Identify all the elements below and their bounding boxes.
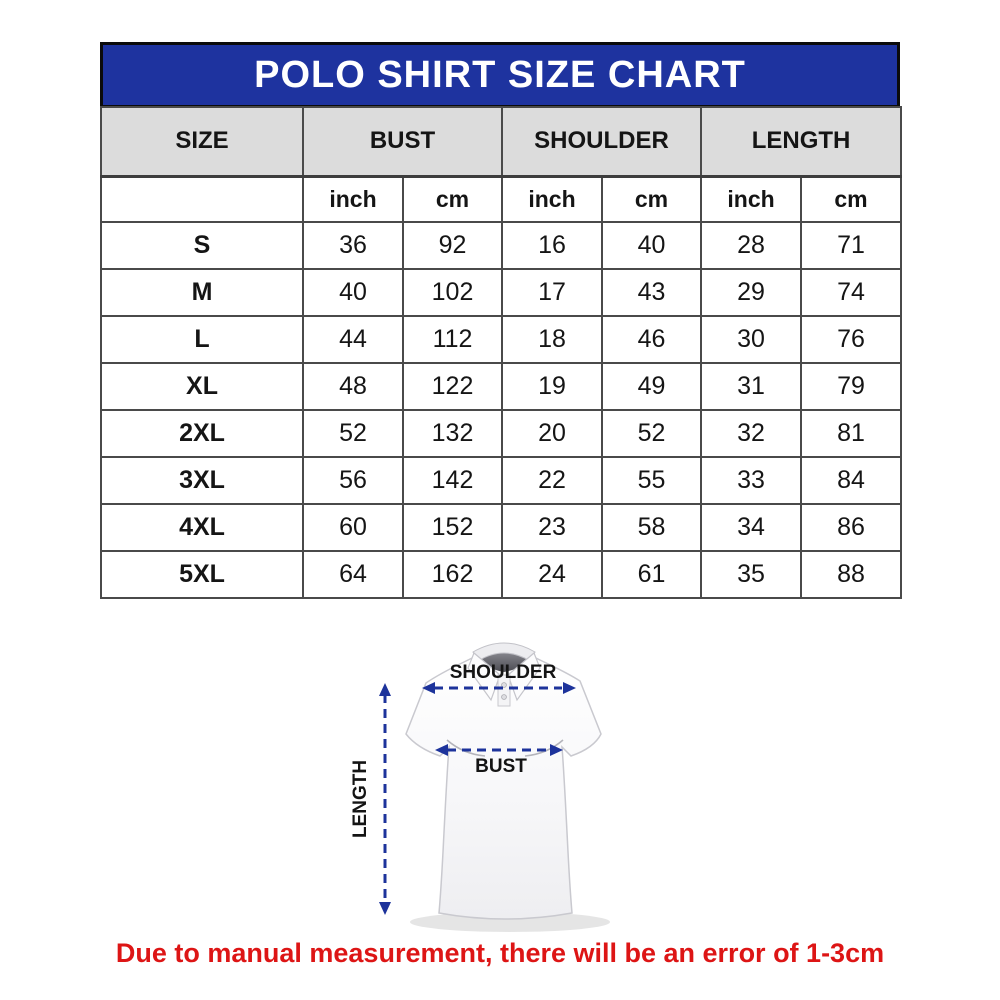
- measurement-cell: 52: [600, 409, 703, 458]
- measurement-cell: 92: [402, 221, 503, 270]
- page-title: POLO SHIRT SIZE CHART: [254, 53, 746, 96]
- size-label-cell: S: [100, 221, 304, 270]
- shoulder-arrow: [422, 682, 576, 694]
- measurement-cell: 71: [800, 221, 903, 270]
- shirt-shadow: [410, 912, 610, 932]
- measurement-cell: 55: [600, 456, 703, 505]
- measurement-cell: 162: [402, 550, 503, 599]
- measurement-cell: 18: [501, 315, 603, 364]
- column-header-bust: BUST: [302, 106, 503, 178]
- length-arrow: [379, 683, 391, 915]
- measurement-cell: 112: [402, 315, 503, 364]
- size-table-body: S 36 92 16 40 28 71 M 40 102 17 43 29 74 L 44 112 18 46 30 7…: [100, 221, 903, 599]
- size-label-cell: L: [100, 315, 304, 364]
- measurement-cell: 86: [800, 503, 903, 552]
- unit-header-shoulder-inch: inch: [501, 175, 603, 223]
- measurement-cell: 132: [402, 409, 503, 458]
- shirt-collar-left-flap: [467, 652, 501, 702]
- table-row: 3XL 56 142 22 55 33 84: [100, 456, 903, 505]
- unit-header-row: inch cm inch cm inch cm: [100, 175, 903, 223]
- measurement-cell: 58: [600, 503, 703, 552]
- size-label-cell: 3XL: [100, 456, 304, 505]
- unit-header-empty: [100, 175, 304, 223]
- table-row: 4XL 60 152 23 58 34 86: [100, 503, 903, 552]
- size-label-cell: 4XL: [100, 503, 304, 552]
- group-header-row: SIZE BUST SHOULDER LENGTH: [100, 106, 903, 178]
- table-row: M 40 102 17 43 29 74: [100, 268, 903, 317]
- measurement-cell: 56: [302, 456, 404, 505]
- table-row: 2XL 52 132 20 52 32 81: [100, 409, 903, 458]
- measurement-cell: 40: [302, 268, 404, 317]
- column-header-size: SIZE: [100, 106, 304, 178]
- size-label-cell: 5XL: [100, 550, 304, 599]
- measurement-cell: 46: [600, 315, 703, 364]
- measurement-cell: 19: [501, 362, 603, 411]
- measurement-cell: 36: [302, 221, 404, 270]
- measurement-cell: 76: [800, 315, 903, 364]
- length-label: LENGTH: [350, 760, 371, 838]
- shirt-placket: [497, 674, 511, 707]
- unit-header-shoulder-cm: cm: [600, 175, 703, 223]
- measurement-cell: 88: [800, 550, 903, 599]
- measurement-cell: 16: [501, 221, 603, 270]
- size-label-cell: M: [100, 268, 304, 317]
- measurement-cell: 49: [600, 362, 703, 411]
- measurement-cell: 60: [302, 503, 404, 552]
- measurement-cell: 48: [302, 362, 404, 411]
- table-row: 5XL 64 162 24 61 35 88: [100, 550, 903, 599]
- measurement-cell: 43: [600, 268, 703, 317]
- measurement-cell: 81: [800, 409, 903, 458]
- measurement-cell: 152: [402, 503, 503, 552]
- measurement-cell: 61: [600, 550, 703, 599]
- title-banner: POLO SHIRT SIZE CHART: [100, 42, 900, 108]
- measurement-cell: 102: [402, 268, 503, 317]
- measurement-cell: 74: [800, 268, 903, 317]
- measurement-cell: 30: [700, 315, 803, 364]
- measurement-cell: 44: [302, 315, 404, 364]
- size-label-cell: 2XL: [100, 409, 304, 458]
- measurement-cell: 122: [402, 362, 503, 411]
- size-label-cell: XL: [100, 362, 304, 411]
- table-row: XL 48 122 19 49 31 79: [100, 362, 903, 411]
- measurement-cell: 35: [700, 550, 803, 599]
- shirt-button-top: [501, 682, 507, 688]
- measurement-cell: 20: [501, 409, 603, 458]
- unit-header-bust-inch: inch: [302, 175, 404, 223]
- measurement-cell: 52: [302, 409, 404, 458]
- measurement-cell: 23: [501, 503, 603, 552]
- measurement-cell: 142: [402, 456, 503, 505]
- measurement-cell: 31: [700, 362, 803, 411]
- column-header-shoulder: SHOULDER: [500, 106, 703, 178]
- measurement-cell: 32: [700, 409, 803, 458]
- measurement-cell: 22: [501, 456, 603, 505]
- measurement-cell: 17: [501, 268, 603, 317]
- polo-shirt-diagram: SHOULDER BUST LENGTH: [350, 642, 610, 932]
- measurement-cell: 24: [501, 550, 603, 599]
- measurement-cell: 34: [700, 503, 803, 552]
- measurement-disclaimer: Due to manual measurement, there will be…: [115, 938, 885, 968]
- shoulder-label: SHOULDER: [450, 662, 557, 683]
- measurement-cell: 40: [600, 221, 703, 270]
- bust-arrow: [435, 744, 563, 756]
- unit-header-length-cm: cm: [800, 175, 903, 223]
- unit-header-length-inch: inch: [700, 175, 803, 223]
- measurement-cell: 33: [700, 456, 803, 505]
- measurement-cell: 79: [800, 362, 903, 411]
- unit-header-bust-cm: cm: [402, 175, 503, 223]
- measurement-cell: 29: [700, 268, 803, 317]
- measurement-cell: 28: [700, 221, 803, 270]
- measurement-cell: 64: [302, 550, 404, 599]
- table-row: L 44 112 18 46 30 76: [100, 315, 903, 364]
- table-row: S 36 92 16 40 28 71: [100, 221, 903, 270]
- size-table: SIZE BUST SHOULDER LENGTH inch cm inch c…: [100, 106, 903, 599]
- measurement-cell: 84: [800, 456, 903, 505]
- column-header-length: LENGTH: [700, 106, 903, 178]
- bust-label: BUST: [475, 756, 527, 777]
- shirt-button-bottom: [501, 694, 507, 700]
